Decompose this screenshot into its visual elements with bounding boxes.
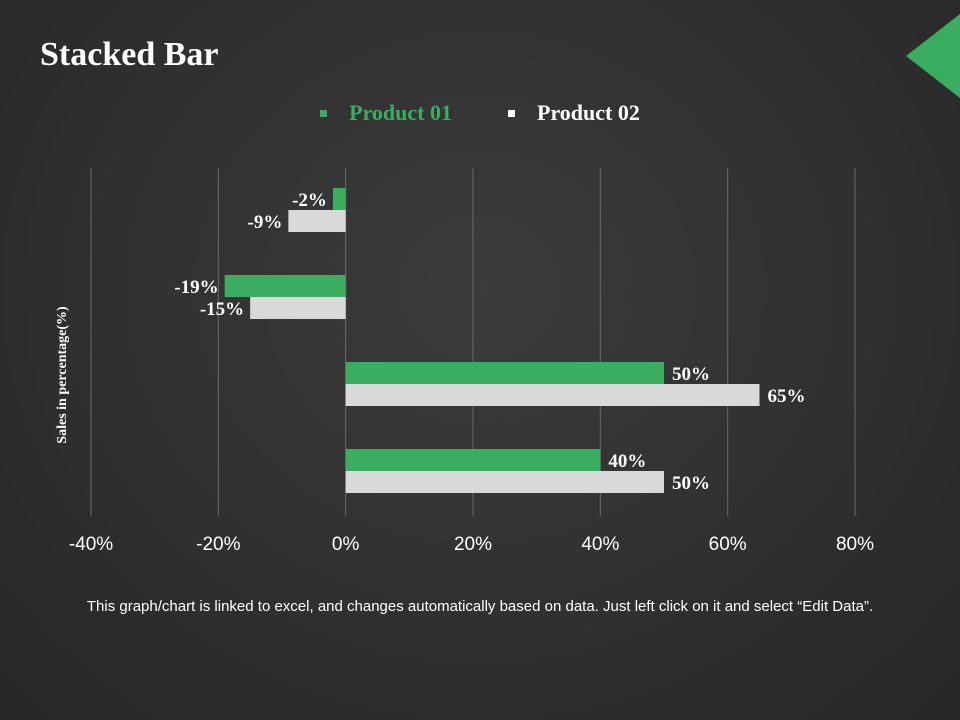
- legend-item-product-02: Product 02: [508, 100, 640, 126]
- data-label: -19%: [174, 277, 218, 298]
- footnote-text: This graph/chart is linked to excel, and…: [86, 598, 874, 615]
- bar-product-02: [250, 297, 346, 319]
- x-tick-label: 80%: [836, 534, 874, 555]
- corner-triangle-decoration: [906, 14, 960, 98]
- bar-product-01: [345, 449, 601, 471]
- data-label: 40%: [608, 451, 646, 472]
- legend-label-product-01: Product 01: [349, 100, 452, 125]
- bar-product-02: [345, 471, 664, 493]
- x-tick-label: -20%: [196, 534, 240, 555]
- bar-product-01: [345, 362, 664, 384]
- data-label: 50%: [672, 364, 710, 385]
- data-label: -15%: [200, 299, 244, 320]
- x-tick-label: 40%: [581, 534, 619, 555]
- x-tick-label: 20%: [454, 534, 492, 555]
- chart-legend: Product 01 Product 02: [0, 100, 960, 126]
- bar-product-02: [345, 384, 760, 406]
- x-tick-label: -40%: [69, 534, 113, 555]
- x-tick-label: 60%: [709, 534, 747, 555]
- y-axis-label: Sales in percentage(%): [55, 306, 70, 444]
- bar-product-01: [332, 188, 346, 210]
- data-label: 65%: [768, 386, 806, 407]
- legend-item-product-01: Product 01: [320, 100, 452, 126]
- legend-marker-product-01: [320, 109, 328, 117]
- data-label: 50%: [672, 473, 710, 494]
- legend-label-product-02: Product 02: [537, 100, 640, 125]
- legend-marker-product-02: [508, 109, 515, 117]
- data-label: -9%: [248, 212, 283, 233]
- x-tick-label: 0%: [332, 534, 360, 555]
- bar-product-01: [224, 275, 346, 297]
- slide-title: Stacked Bar: [40, 36, 219, 73]
- bar-product-02: [288, 210, 346, 232]
- data-label: -2%: [292, 190, 327, 211]
